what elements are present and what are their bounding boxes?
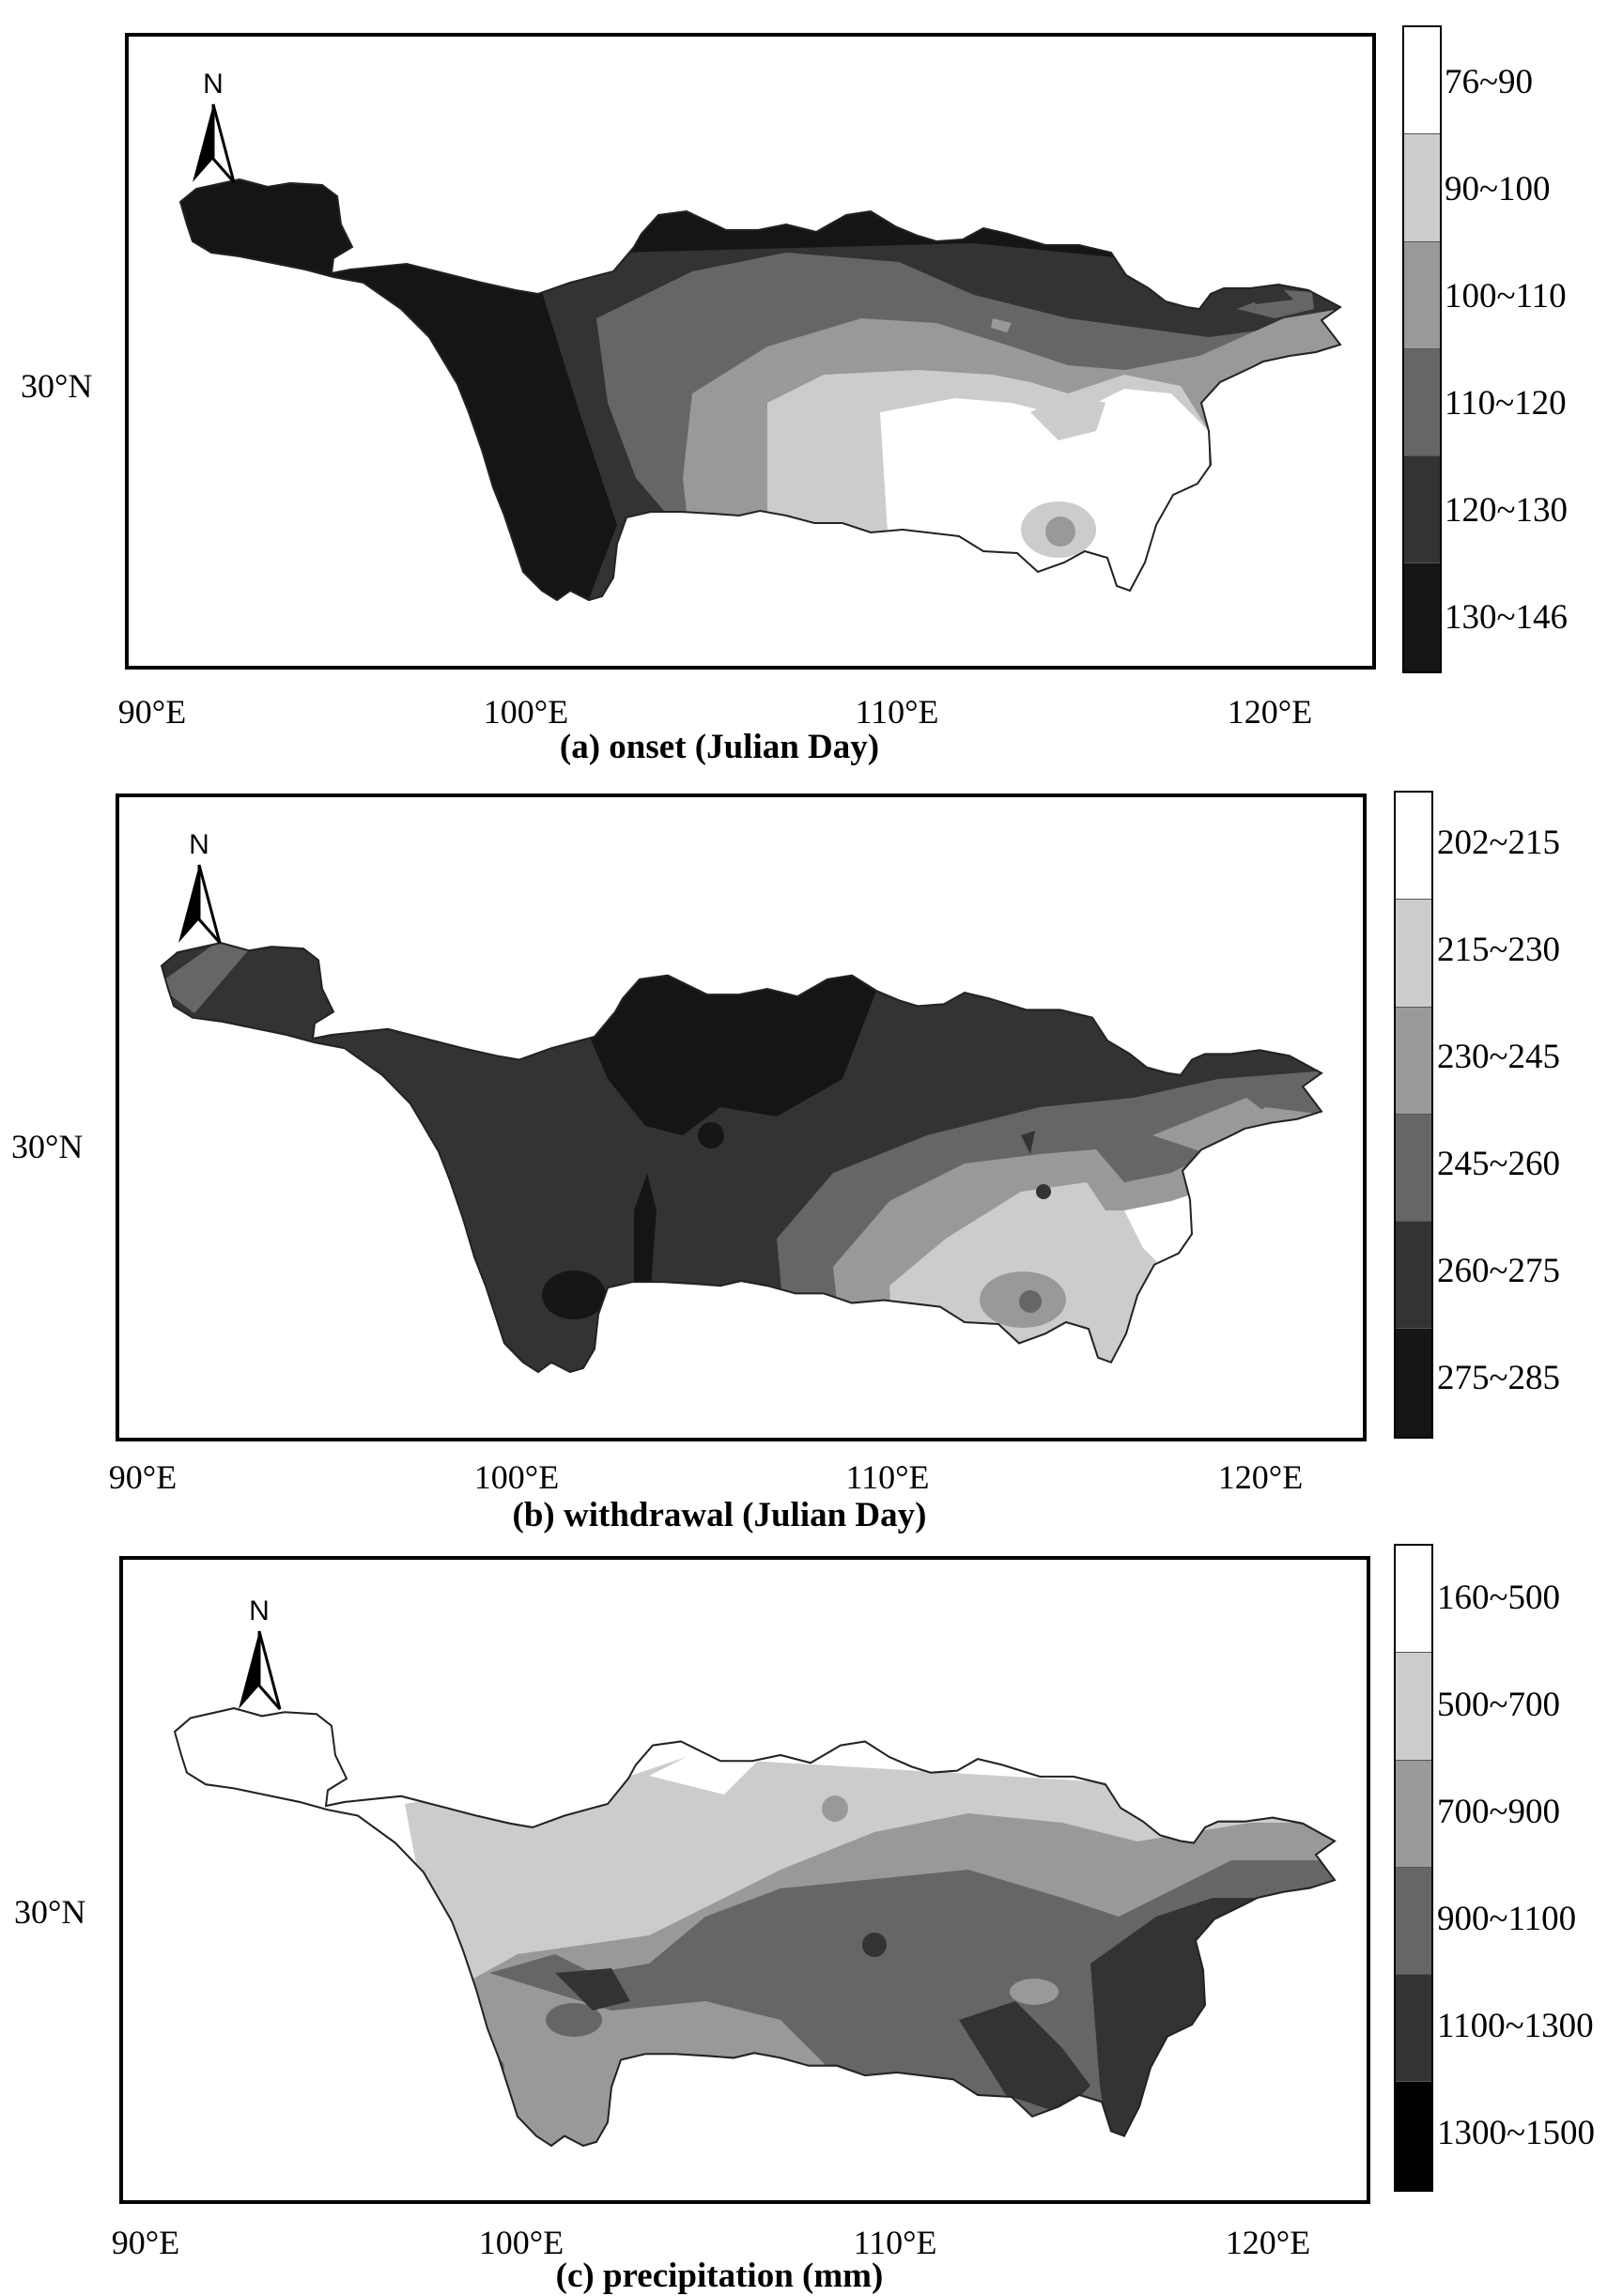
legend-swatch	[1396, 1222, 1431, 1330]
panel-withdrawal: N 30°N 90°E 100°E 110°E 120°E (b) withdr…	[0, 770, 1623, 1534]
longitude-label-110: 110°E	[845, 1458, 930, 1496]
map-onset	[178, 177, 1342, 602]
legend-label: 215~230	[1437, 931, 1561, 969]
north-label: N	[189, 829, 209, 860]
legend-precipitation	[1394, 1544, 1433, 2192]
longitude-label-120: 120°E	[1227, 693, 1313, 731]
north-label: N	[249, 1595, 270, 1626]
legend-label: 76~90	[1445, 63, 1534, 101]
legend-swatch	[1404, 456, 1440, 564]
caption-withdrawal: (b) withdrawal (Julian Day)	[512, 1496, 927, 1534]
legend-label: 1300~1500	[1437, 2114, 1596, 2152]
legend-swatch	[1396, 1760, 1431, 1868]
legend-label: 100~110	[1445, 277, 1567, 316]
north-label: N	[203, 69, 224, 100]
legend-label: 160~500	[1437, 1579, 1561, 1617]
longitude-label-100: 100°E	[478, 2224, 564, 2261]
map-withdrawal	[160, 941, 1323, 1374]
legend-swatch	[1396, 2082, 1431, 2190]
longitude-label-100: 100°E	[483, 693, 569, 731]
panel-precipitation: N 30°N 90°E 100°E 110°E 120°E (c) precip…	[0, 1531, 1623, 2295]
legend-swatch	[1396, 793, 1431, 901]
longitude-label-110: 110°E	[853, 2224, 937, 2261]
legend-swatch	[1396, 900, 1431, 1008]
longitude-label-90: 90°E	[117, 693, 187, 731]
legend-label: 120~130	[1445, 491, 1569, 530]
longitude-label-100: 100°E	[473, 1458, 560, 1496]
legend-label: 90~100	[1445, 170, 1551, 208]
latitude-label: 30°N	[14, 1893, 86, 1931]
legend-label: 260~275	[1437, 1252, 1561, 1290]
legend-onset	[1402, 25, 1442, 673]
legend-swatch	[1396, 1867, 1431, 1976]
map-frame-precipitation: N	[119, 1556, 1370, 2204]
legend-label: 130~146	[1445, 598, 1569, 637]
map-precipitation	[173, 1707, 1337, 2148]
legend-label: 900~1100	[1437, 1900, 1577, 1938]
legend-swatch	[1404, 241, 1440, 349]
legend-label: 275~285	[1437, 1359, 1561, 1397]
caption-precipitation: (c) precipitation (mm)	[555, 2257, 884, 2295]
legend-swatch	[1404, 134, 1440, 242]
latitude-label: 30°N	[11, 1128, 84, 1165]
longitude-label-90: 90°E	[111, 2224, 180, 2261]
legend-swatch	[1396, 1114, 1431, 1223]
map-frame-withdrawal: N	[116, 794, 1367, 1441]
longitude-label-120: 120°E	[1217, 1458, 1304, 1496]
legend-swatch	[1404, 563, 1440, 671]
longitude-label-90: 90°E	[108, 1458, 178, 1496]
caption-onset: (a) onset (Julian Day)	[559, 728, 880, 766]
latitude-label: 30°N	[21, 367, 93, 405]
legend-swatch	[1396, 1546, 1431, 1654]
legend-swatch	[1404, 348, 1440, 457]
legend-withdrawal	[1394, 791, 1433, 1439]
legend-swatch	[1396, 1007, 1431, 1115]
legend-label: 700~900	[1437, 1793, 1561, 1831]
legend-swatch	[1396, 1975, 1431, 2083]
legend-label: 110~120	[1445, 384, 1567, 423]
legend-label: 202~215	[1437, 824, 1561, 862]
legend-label: 245~260	[1437, 1145, 1561, 1183]
legend-swatch	[1396, 1329, 1431, 1437]
longitude-label-120: 120°E	[1225, 2224, 1311, 2261]
legend-label: 500~700	[1437, 1686, 1561, 1724]
legend-label: 1100~1300	[1437, 2007, 1594, 2045]
map-frame-onset: N	[125, 33, 1376, 670]
panel-onset: N 30°N 90°E 100°E 110°E 120°E (a) onset …	[0, 0, 1623, 770]
legend-label: 230~245	[1437, 1038, 1561, 1076]
longitude-label-110: 110°E	[855, 693, 939, 731]
legend-swatch	[1396, 1653, 1431, 1761]
legend-swatch	[1404, 27, 1440, 135]
